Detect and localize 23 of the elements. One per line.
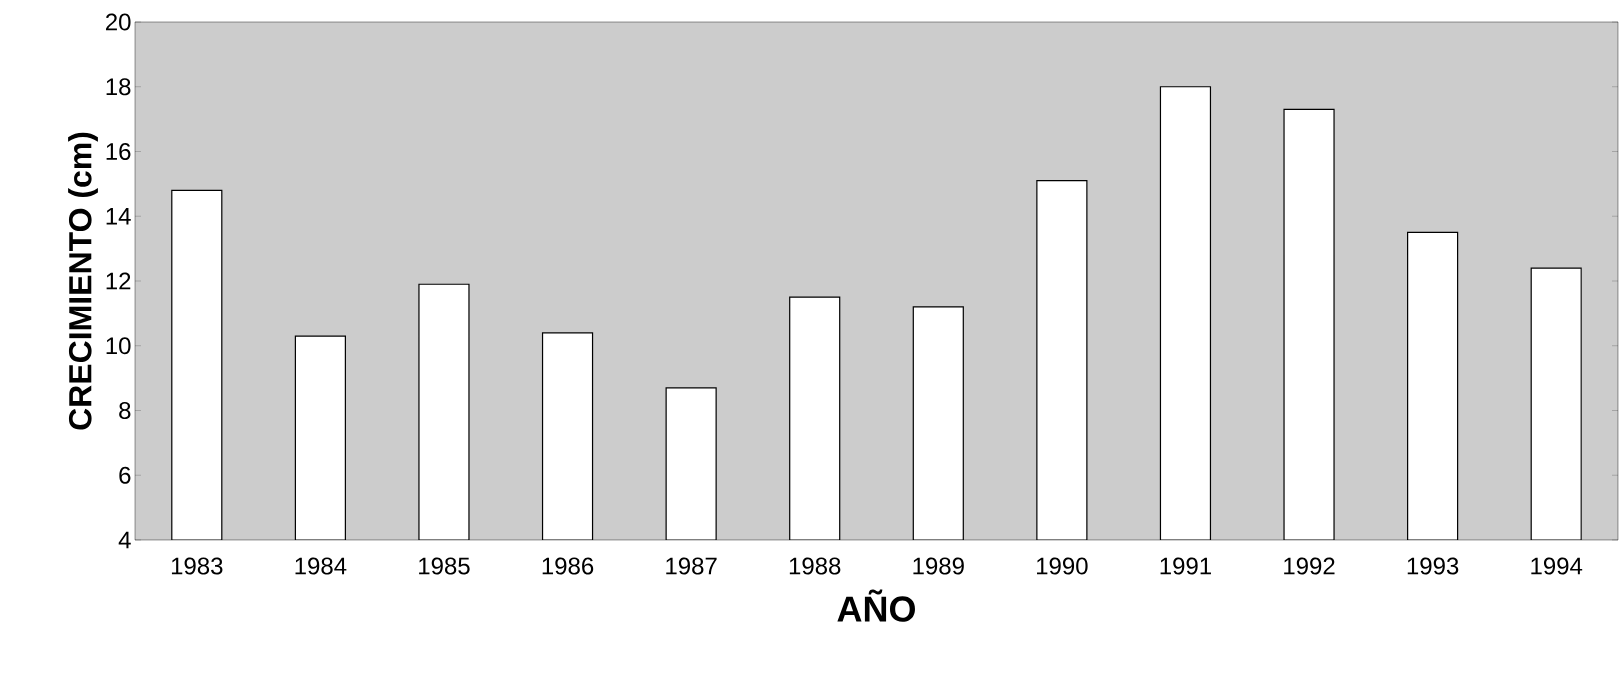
x-tick-label: 1991 [1160,557,1211,575]
x-tick-label: 1987 [666,557,717,575]
y-tick-label: 10 [106,337,131,355]
x-tick-label: 1986 [542,557,594,575]
x-tick-label: 1993 [1407,557,1459,575]
y-tick-label: 20 [105,13,131,31]
x-tick-label: 1983 [171,557,223,575]
x-tick-label: 1985 [419,557,470,575]
x-tick-label: 1994 [1531,557,1583,575]
y-tick-label: 8 [119,402,131,419]
x-tick-label: 1990 [1037,557,1088,575]
y-tick-label: 12 [106,272,131,290]
x-tick-label: 1988 [789,557,841,575]
y-tick-label: 4 [118,531,131,549]
x-axis-title: AÑO [837,589,915,622]
y-tick-label: 16 [106,143,131,160]
y-axis-title: CRECIMIENTO (cm) [68,132,98,430]
y-tick-label: 14 [106,207,131,225]
y-tick-label: 6 [119,466,131,484]
x-tick-label: 1984 [295,557,347,575]
y-tick-label: 18 [106,78,131,96]
x-tick-label: 1989 [913,557,964,575]
x-tick-label: 1992 [1284,557,1335,575]
